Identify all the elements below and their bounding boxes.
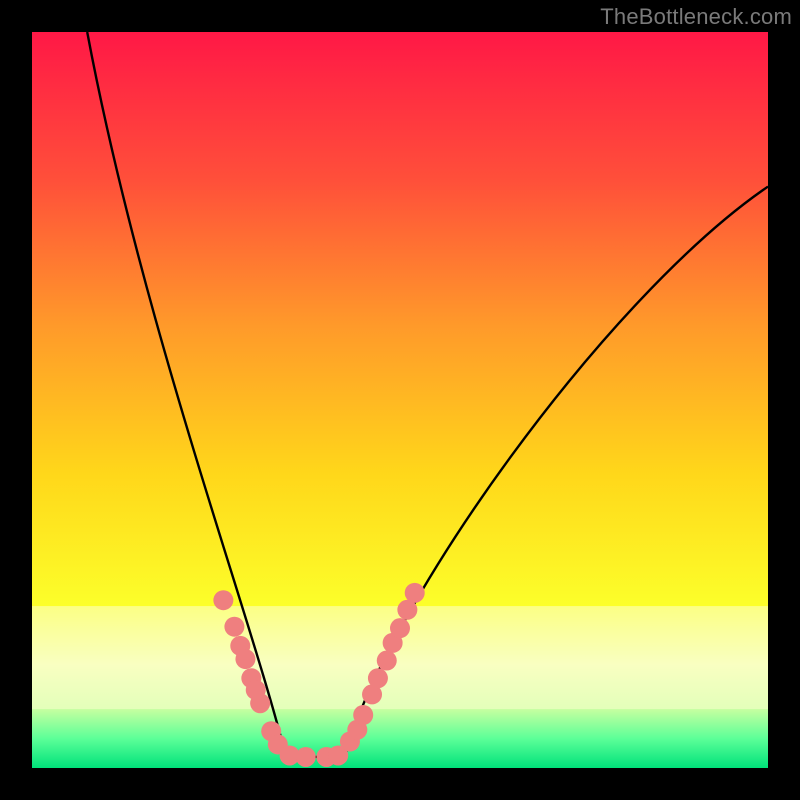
- curve-marker: [250, 693, 270, 713]
- curve-marker: [224, 617, 244, 637]
- watermark-text: TheBottleneck.com: [600, 4, 792, 30]
- curve-marker: [235, 649, 255, 669]
- curve-marker: [377, 651, 397, 671]
- chart-stage: TheBottleneck.com: [0, 0, 800, 800]
- curve-marker: [353, 705, 373, 725]
- chart-svg: [0, 0, 800, 800]
- curve-marker: [296, 747, 316, 767]
- curve-marker: [368, 668, 388, 688]
- curve-marker: [405, 583, 425, 603]
- curve-marker: [390, 618, 410, 638]
- curve-marker: [213, 590, 233, 610]
